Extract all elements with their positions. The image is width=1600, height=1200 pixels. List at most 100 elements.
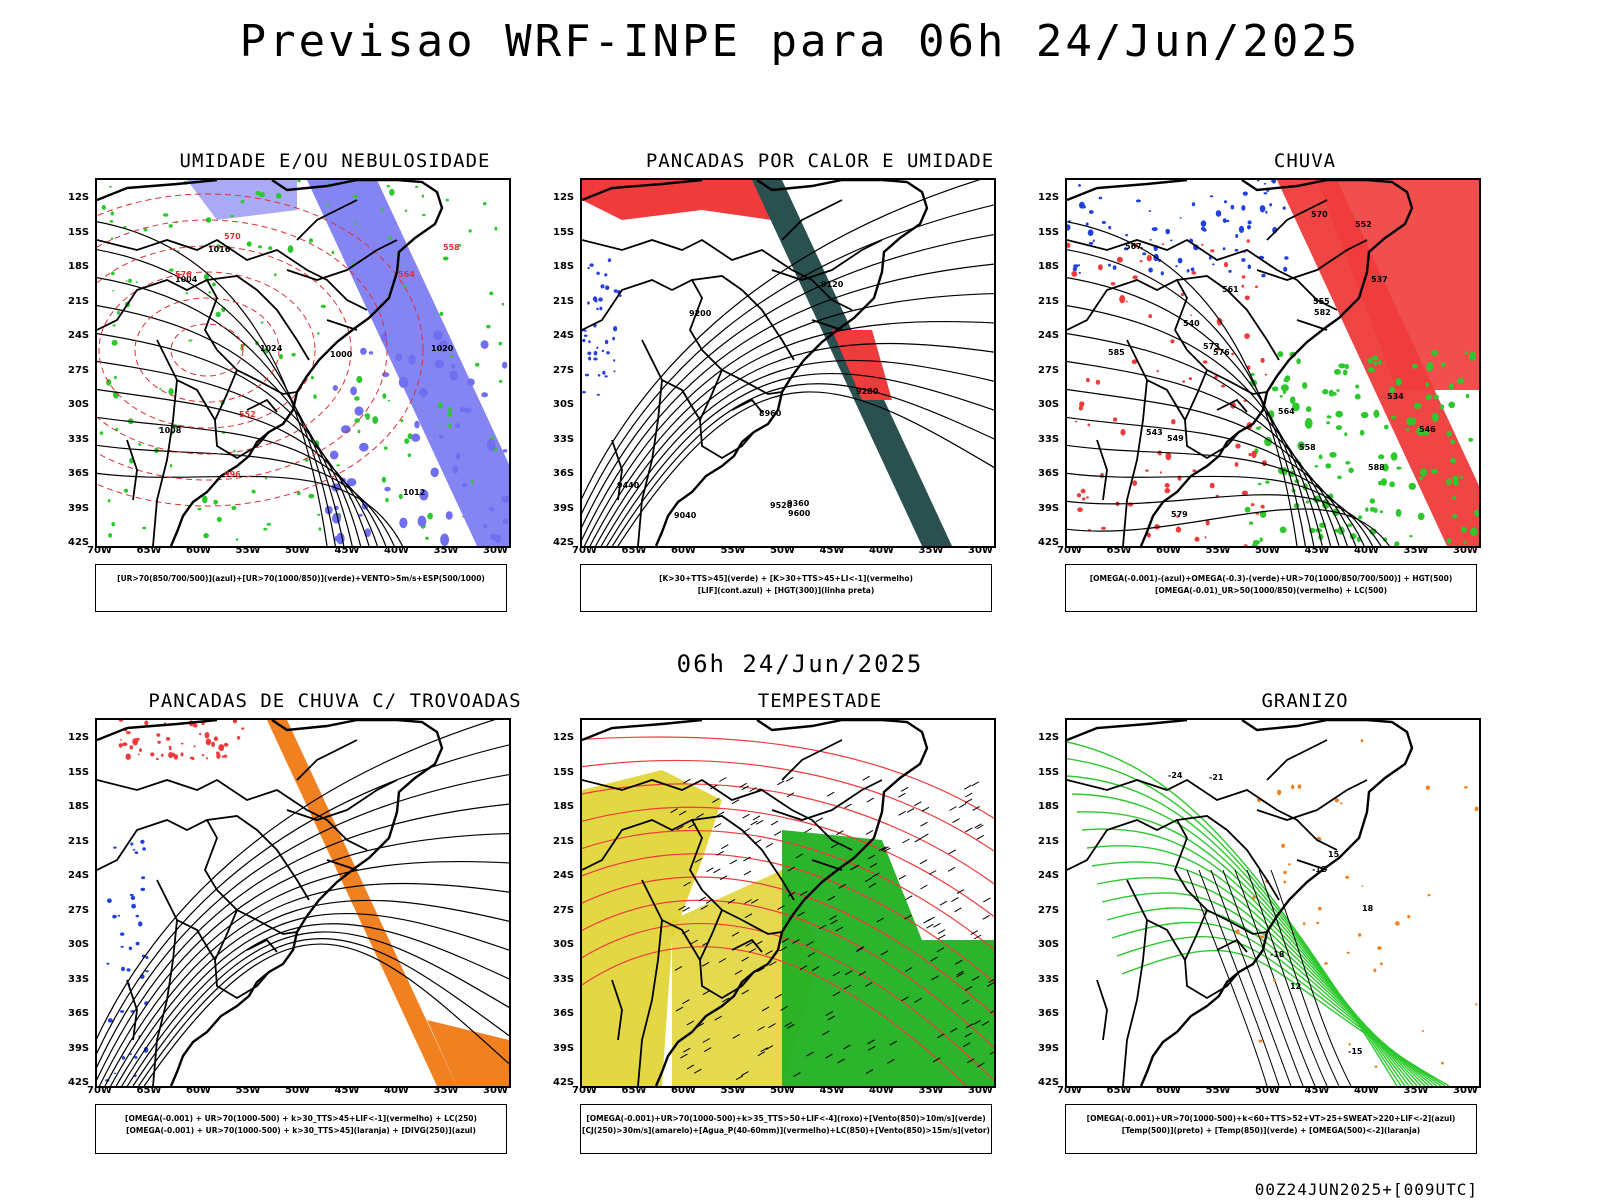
field-speckle — [434, 360, 445, 369]
field-speckle — [110, 211, 114, 216]
wind-vector — [696, 813, 704, 819]
field-speckle — [1425, 394, 1432, 400]
latitude-label: 18S — [1038, 261, 1060, 272]
field-speckle — [494, 534, 501, 543]
wind-vector — [774, 993, 783, 999]
latitude-label: 12S — [1038, 732, 1060, 743]
field-speckle — [1470, 527, 1478, 537]
latitude-label: 24S — [68, 330, 90, 341]
streamline — [97, 472, 404, 546]
field-speckle — [1469, 351, 1476, 357]
field-speckle — [1345, 461, 1351, 465]
field-speckle — [612, 336, 615, 341]
latitude-label: 42S — [553, 1077, 575, 1088]
field-speckle — [107, 1018, 113, 1023]
wind-vector — [904, 895, 913, 901]
field-speckle — [1475, 1003, 1478, 1006]
field-speckle — [1474, 806, 1479, 812]
map-area: 588 585 582 579 576 573 570 567 564 561 558 555 552 5… — [1065, 178, 1481, 548]
field-speckle — [414, 420, 420, 429]
field-layer — [97, 180, 509, 546]
field-speckle — [1221, 384, 1226, 388]
wind-vector — [729, 859, 738, 865]
wind-vector — [914, 801, 922, 807]
field-speckle — [138, 443, 142, 446]
temp500-contour — [1270, 869, 1352, 1086]
field-speckle — [466, 378, 475, 387]
wind-vector — [955, 959, 963, 965]
contour-label: 1016 — [208, 245, 231, 254]
field-speckle — [1357, 515, 1363, 520]
field-speckle — [1260, 504, 1265, 509]
field-speckle — [169, 464, 173, 468]
wind-vector — [866, 797, 875, 803]
wind-vector — [914, 997, 922, 1003]
field-speckle — [1384, 424, 1389, 430]
panel-title: UMIDADE E/OU NEBULOSIDADE — [179, 150, 491, 172]
wind-vector — [933, 922, 941, 928]
coastline — [1067, 180, 1414, 546]
field-speckle — [1380, 962, 1383, 966]
longitude-label: 65W — [621, 545, 647, 556]
field-speckle — [439, 311, 444, 316]
contour-label: 570 — [1311, 210, 1328, 219]
field-speckle — [296, 491, 301, 496]
streamline — [1067, 360, 1340, 546]
wind-vector — [694, 1068, 702, 1074]
wind-vector — [785, 776, 794, 782]
map-canvas — [582, 720, 994, 1086]
field-speckle — [246, 241, 252, 247]
field-speckle — [1179, 217, 1182, 219]
field-speckle — [1460, 526, 1467, 533]
field-speckle — [592, 296, 598, 302]
country-border — [1096, 938, 1248, 1041]
field-speckle — [1409, 535, 1413, 538]
temp500-contour — [1234, 869, 1316, 1086]
wind-vector — [961, 999, 970, 1005]
field-speckle — [1373, 361, 1378, 365]
field-speckle — [1116, 256, 1123, 263]
field-speckle — [364, 413, 371, 418]
field-speckle — [1354, 393, 1361, 400]
field-speckle — [1283, 880, 1287, 884]
streamline — [582, 923, 994, 1082]
wind-vector — [718, 958, 727, 963]
wind-vector — [878, 846, 887, 852]
contour-labels: -12 -15 -18 -21 -24 12 15 18 — [1168, 771, 1374, 1056]
field-speckle — [1067, 224, 1071, 231]
wind-vector — [686, 1064, 695, 1070]
field-area — [267, 720, 457, 1086]
field-speckle — [258, 245, 262, 249]
legend-box: [OMEGA(-0.001) + UR>70(1000-500) + k>30_… — [95, 1104, 507, 1154]
field-speckle — [421, 213, 426, 217]
wind-vector — [795, 853, 803, 859]
field-speckle — [1474, 509, 1479, 517]
latitude-label: 36S — [553, 468, 575, 479]
field-speckle — [1246, 239, 1250, 243]
streamline — [582, 829, 994, 951]
field-layer — [582, 736, 994, 1086]
field-speckle — [1302, 382, 1308, 389]
wind-vector — [807, 952, 816, 957]
field-speckle — [1427, 893, 1431, 897]
field-speckle — [1379, 510, 1384, 514]
latitude-label: 24S — [68, 870, 90, 881]
field-speckle — [1413, 402, 1422, 409]
contour-label: 552 — [239, 410, 256, 419]
field-area — [832, 330, 892, 400]
wind-vector — [844, 803, 852, 809]
wind-vector — [830, 843, 839, 849]
geography-layer — [582, 180, 929, 546]
field-speckle — [1135, 199, 1141, 203]
wind-vector — [757, 967, 765, 973]
streamline — [583, 293, 994, 546]
field-speckle — [275, 193, 282, 199]
wind-vector — [806, 941, 814, 946]
field-speckle — [156, 757, 159, 761]
field-speckle — [1120, 429, 1126, 436]
field-speckle — [1304, 417, 1313, 429]
field-speckle — [317, 332, 320, 335]
field-speckle — [1148, 267, 1153, 273]
field-speckle — [1325, 463, 1332, 469]
field-speckle — [448, 407, 452, 413]
